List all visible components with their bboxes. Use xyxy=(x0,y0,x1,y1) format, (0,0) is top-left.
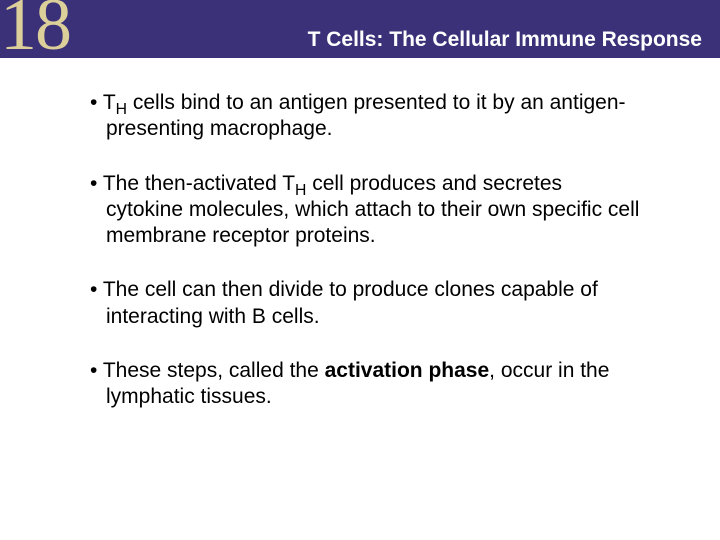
header-title: T Cells: The Cellular Immune Response xyxy=(308,28,702,52)
bullet-item: These steps, called the activation phase… xyxy=(90,358,640,411)
bullet-item: The then-activated TH cell produces and … xyxy=(90,171,640,250)
bullet-text-pre: These steps, called the xyxy=(103,359,325,382)
bullet-subscript: H xyxy=(116,101,127,118)
bullet-bold: activation phase xyxy=(325,359,490,382)
bullet-text-pre: The then-activated T xyxy=(103,172,295,195)
bullet-item: The cell can then divide to produce clon… xyxy=(90,277,640,330)
slide-content: TH cells bind to an antigen presented to… xyxy=(0,58,720,410)
bullet-subscript: H xyxy=(295,182,306,199)
bullet-item: TH cells bind to an antigen presented to… xyxy=(90,90,640,143)
bullet-text-pre: The cell can then divide to produce clon… xyxy=(103,278,598,327)
bullet-text-post: cells bind to an antigen presented to it… xyxy=(106,91,626,140)
chapter-number: 18 xyxy=(0,0,70,62)
header-bar: 18 T Cells: The Cellular Immune Response xyxy=(0,0,720,58)
bullet-text-pre: T xyxy=(103,91,116,114)
